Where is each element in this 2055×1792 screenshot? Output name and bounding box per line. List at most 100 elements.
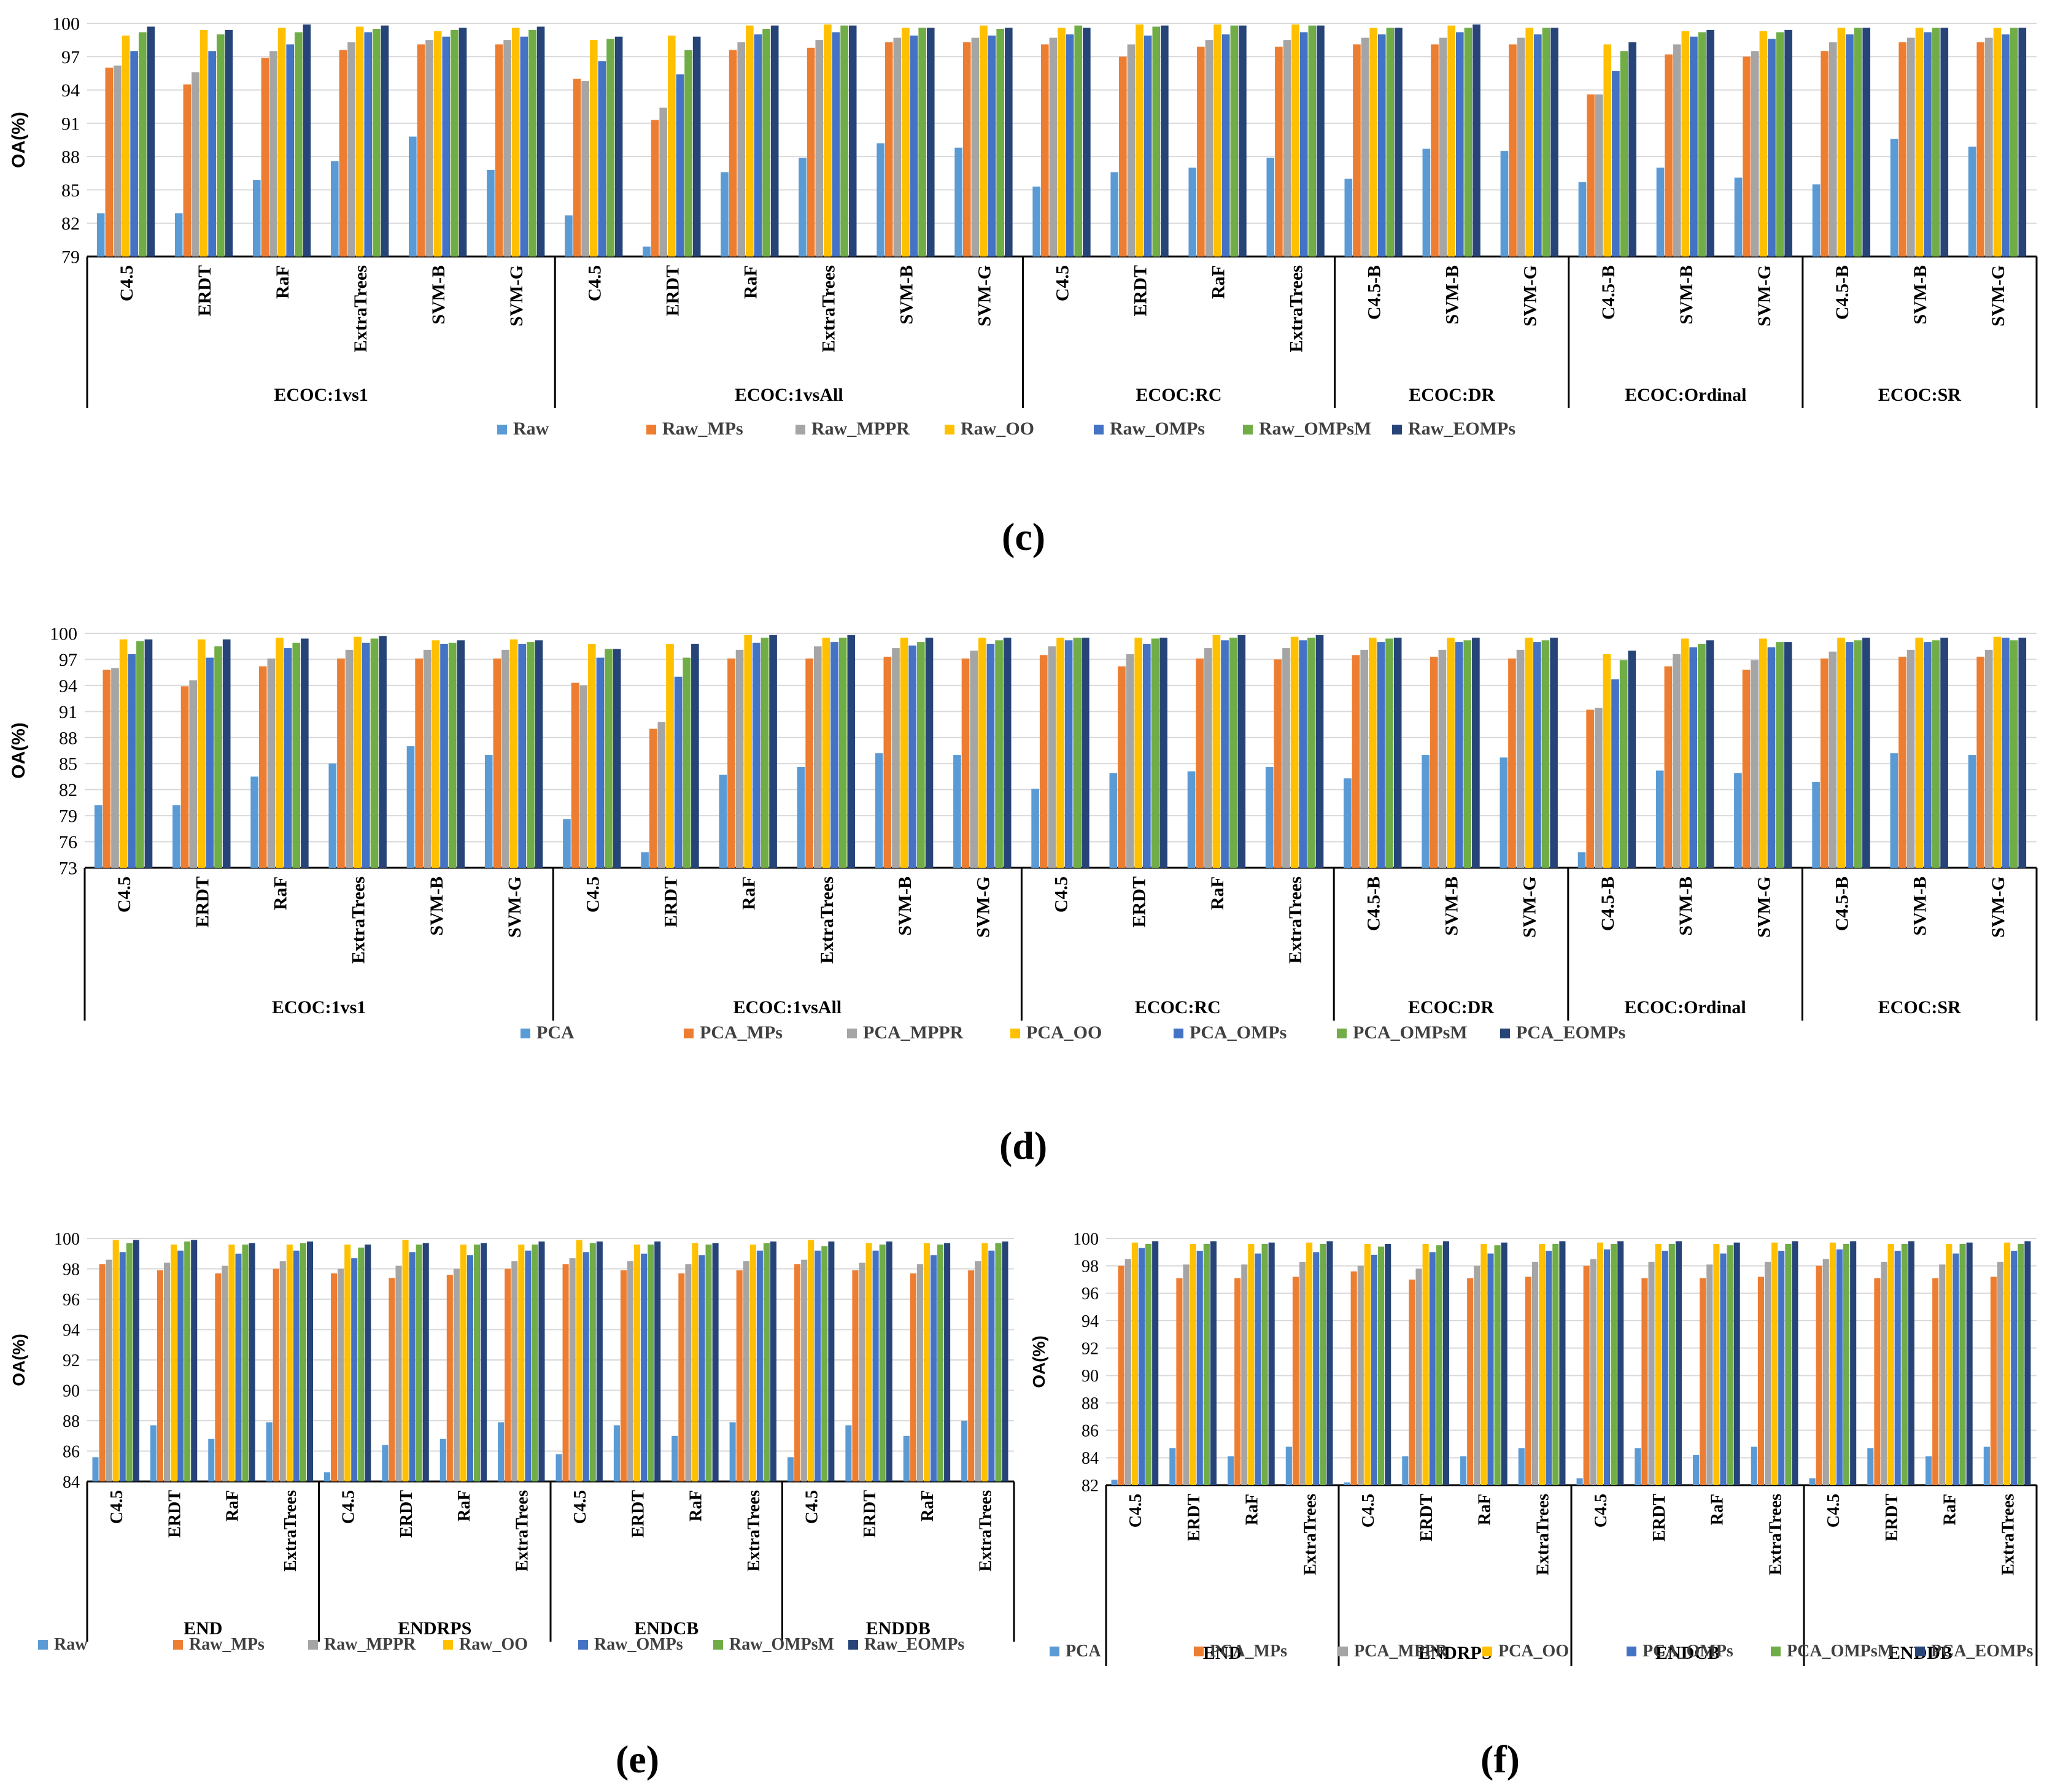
legend-label: PCA_EOMPs [1516, 1022, 1625, 1043]
category-label: SVM-G [1754, 265, 1774, 326]
bar-d-PCA [797, 767, 805, 868]
category-label: ERDT [629, 1490, 648, 1538]
category-label: C4.5-B [1598, 265, 1619, 320]
bar-e-Raw [845, 1425, 852, 1481]
bar-e-Raw_MPPR [627, 1261, 634, 1481]
bar-f-PCA_EOMPs [1326, 1241, 1333, 1485]
bar-d-PCA_OO [744, 635, 753, 868]
legend-swatch [847, 1029, 857, 1038]
bar-e-Raw [961, 1421, 968, 1481]
category-label: ERDT [1650, 1494, 1669, 1542]
category-label: SVM-B [1442, 265, 1463, 325]
bar-c-Raw_EOMPs [770, 25, 779, 257]
bar-d-PCA_MPs [337, 658, 345, 868]
bar-c-Raw_OMPs [676, 74, 684, 257]
bar-c-Raw_OMPsM [1152, 26, 1161, 257]
legend-swatch [521, 1029, 530, 1038]
bar-f-PCA_OO [1771, 1242, 1778, 1485]
category-label: SVM-G [974, 265, 994, 326]
bar-f-PCA_OMPs [1138, 1248, 1145, 1485]
bar-c-Raw [1656, 168, 1665, 257]
bar-c-Raw_OO [1837, 28, 1846, 257]
bar-d-PCA_OMPsM [605, 649, 613, 868]
bar-c-Raw_OO [1213, 24, 1221, 257]
category-label: C4.5-B [1598, 876, 1618, 931]
bar-f-PCA_MPPR [1939, 1264, 1946, 1485]
y-tick-label: 84 [1082, 1449, 1099, 1468]
bar-f-PCA_OO [1713, 1243, 1720, 1485]
legend-label: PCA_OMPs [1190, 1022, 1287, 1043]
bar-e-Raw_OMPs [641, 1253, 648, 1481]
bar-c-Raw_OO [980, 25, 988, 257]
bar-c-Raw_OO [277, 28, 286, 257]
bar-d-PCA_MPs [961, 658, 970, 868]
category-label: C4.5 [1824, 1494, 1843, 1527]
bar-e-Raw_MPs [620, 1270, 627, 1481]
bar-d-PCA_MPPR [813, 646, 822, 868]
category-label: ERDT [861, 1490, 880, 1538]
bar-e-Raw [323, 1472, 331, 1481]
bar-d-PCA_OO [1759, 638, 1767, 868]
bar-d-PCA [1422, 755, 1430, 868]
bar-c-Raw_OO [824, 24, 832, 257]
bar-f-PCA_OO [1306, 1242, 1313, 1485]
category-label: ERDT [195, 265, 215, 316]
category-label: SVM-G [1520, 265, 1541, 326]
bar-d-PCA_MPPR [892, 648, 900, 868]
bar-c-Raw_MPPR [1283, 40, 1291, 257]
bar-e-Raw_OMPsM [995, 1243, 1002, 1481]
bar-d-PCA_OO [119, 639, 128, 868]
bar-e-Raw [787, 1457, 794, 1481]
y-tick-label: 88 [59, 728, 77, 748]
category-label: C4.5 [1126, 1494, 1145, 1527]
bar-d-PCA_MPs [649, 728, 657, 868]
y-tick-label: 82 [61, 214, 80, 234]
y-tick-label: 92 [63, 1351, 80, 1370]
y-tick-label: 91 [59, 702, 77, 722]
bar-c-Raw_EOMPs [692, 36, 701, 257]
bar-d-PCA_OO [1603, 654, 1611, 868]
y-tick-label: 97 [61, 47, 80, 68]
bar-c-Raw_MPPR [1127, 44, 1136, 257]
bar-f-PCA_OMPsM [1378, 1246, 1385, 1485]
category-label: SVM-B [1910, 265, 1930, 325]
bar-f-PCA [1983, 1446, 1990, 1485]
category-label: SVM-B [1910, 876, 1930, 936]
bar-d-PCA_OMPsM [1385, 638, 1393, 868]
bar-f-PCA_OO [1422, 1243, 1429, 1485]
bar-c-Raw_MPPR [1751, 51, 1759, 257]
bar-c-Raw_OO [1525, 28, 1534, 257]
category-label: ExtraTrees [349, 876, 369, 964]
bar-c-Raw_OMPs [1456, 32, 1464, 257]
bar-d-PCA_OMPs [830, 642, 838, 868]
category-label: RaF [1941, 1494, 1960, 1525]
bar-c-Raw_EOMPs [1317, 25, 1325, 257]
bar-e-Raw_OO [460, 1244, 466, 1481]
category-label: ExtraTrees [1287, 265, 1307, 352]
bar-d-PCA [875, 753, 883, 868]
bar-c-Raw_MPPR [1673, 44, 1681, 257]
bar-f-PCA_MPPR [1531, 1261, 1539, 1485]
bar-e-Raw_OMPsM [126, 1243, 133, 1481]
bar-d-PCA_OMPs [1455, 642, 1463, 868]
bar-e-Raw_MPPR [395, 1265, 402, 1481]
bar-c-Raw_MPPR [581, 81, 589, 257]
bar-d-PCA_OO [1837, 638, 1845, 868]
bar-d-PCA_OO [1993, 636, 2002, 868]
bar-f-PCA_MPPR [1764, 1261, 1771, 1485]
bar-f-PCA [1693, 1454, 1700, 1485]
bar-c-Raw_OMPsM [606, 39, 614, 257]
bar-f-PCA_MPPR [1474, 1265, 1480, 1485]
bar-d-PCA_EOMPs [925, 638, 934, 868]
bar-f-PCA_MPs [1525, 1276, 1531, 1485]
bar-d-PCA_MPPR [579, 685, 587, 868]
bar-c-Raw_EOMPs [614, 36, 623, 257]
bar-d-PCA [641, 852, 649, 868]
category-label: SVM-G [505, 876, 525, 938]
y-tick-label: 96 [63, 1291, 80, 1310]
panel-label-c: (c) [1002, 515, 1046, 558]
bar-e-Raw_OMPs [525, 1250, 532, 1481]
bar-c-Raw_EOMPs [1083, 28, 1091, 257]
bar-e-Raw_OO [228, 1244, 235, 1481]
category-label: ExtraTrees [1999, 1494, 2018, 1575]
